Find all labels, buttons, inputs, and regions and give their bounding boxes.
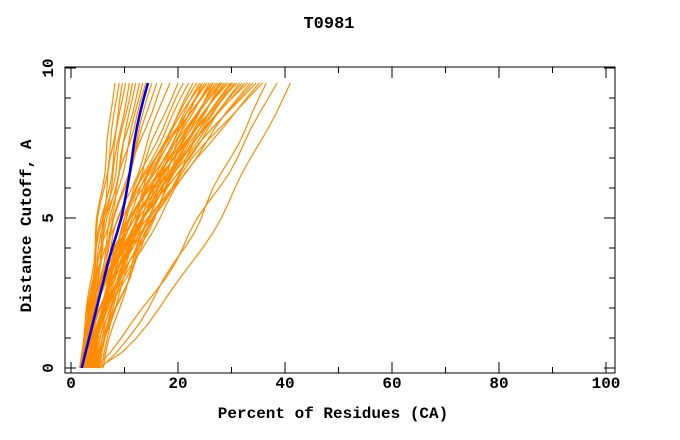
model-curve xyxy=(90,82,243,369)
x-tick-label: 40 xyxy=(275,375,294,393)
model-curve xyxy=(88,82,248,369)
x-tick-label: 60 xyxy=(382,375,401,393)
model-curves-layer xyxy=(79,82,291,369)
model-curve xyxy=(94,82,278,369)
model-curve xyxy=(100,82,214,369)
x-tick-label: 0 xyxy=(66,375,76,393)
x-axis-label: Percent of Residues (CA) xyxy=(218,405,448,423)
chart-title: T0981 xyxy=(303,15,354,34)
model-curve xyxy=(81,82,147,369)
plot-frame-layer xyxy=(64,66,616,374)
model-curve xyxy=(83,82,134,369)
model-curve xyxy=(89,82,234,369)
tick-marks-layer xyxy=(65,67,615,373)
model-curve xyxy=(102,82,203,369)
model-curve xyxy=(97,82,260,369)
x-tick-label: 20 xyxy=(168,375,187,393)
x-tick-label: 100 xyxy=(592,375,621,393)
y-tick-label: 5 xyxy=(40,213,58,223)
model-curve xyxy=(97,82,291,369)
y-tick-label: 0 xyxy=(40,363,58,373)
x-tick-label: 80 xyxy=(489,375,508,393)
model-curve xyxy=(99,82,267,369)
model-curve xyxy=(98,82,233,369)
highlighted-model-curve xyxy=(80,82,150,369)
plot-frame xyxy=(64,66,616,374)
y-tick-label: 10 xyxy=(40,58,58,77)
tick-labels-layer: 0 20 40 60 80 100 0 5 10 xyxy=(40,58,620,393)
model-curve xyxy=(91,82,257,369)
y-axis-label: Distance Cutoff, A xyxy=(18,139,36,312)
